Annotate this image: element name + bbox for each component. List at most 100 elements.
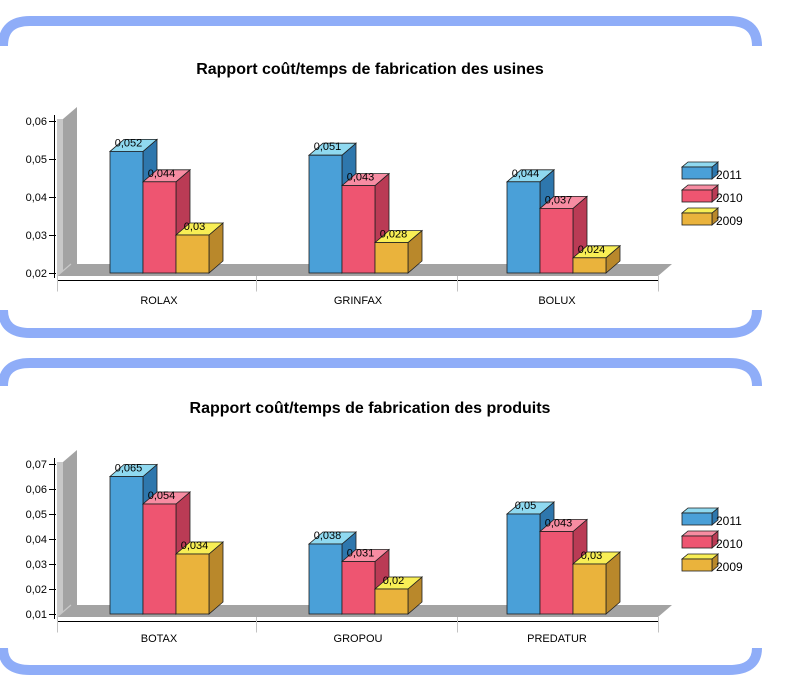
value-label-2010-PREDATUR: 0,043 <box>545 518 573 530</box>
legend-swatch-top <box>680 207 720 214</box>
bar-2010-BOTAX[interactable] <box>141 491 192 615</box>
wall-inner-face <box>63 450 77 617</box>
bar-front-face <box>374 588 409 615</box>
wall-inner-face <box>63 107 77 276</box>
value-label-2011-BOTAX: 0,065 <box>115 463 143 475</box>
y-tick-label: 0,07 <box>26 459 47 471</box>
bar-front-face <box>175 234 210 274</box>
category-label: BOLUX <box>538 295 576 307</box>
bar-front-face <box>142 503 177 615</box>
chart-plot-svg: 0,01 0,02 0,03 0,04 0,05 0,06 0,07 0,065 0,054 0,… <box>26 450 743 645</box>
legend-swatch-front <box>681 535 713 549</box>
legend-label: 2011 <box>716 514 742 528</box>
value-label-2009-PREDATUR: 0,03 <box>581 550 602 562</box>
legend-swatch-front <box>681 558 713 572</box>
bar-side-face <box>208 541 224 615</box>
legend-entry-2011[interactable]: 2011 <box>680 507 742 528</box>
category-label: PREDATUR <box>527 633 587 645</box>
bar-front-face <box>175 553 210 615</box>
chart-usines: 0,02 0,03 0,04 0,05 0,06 0,052 0,044 0,03 0,051 0… <box>26 107 743 307</box>
chart-produits: 0,01 0,02 0,03 0,04 0,05 0,06 0,07 0,065 0,054 0,… <box>0 350 800 700</box>
legend-swatch-front <box>681 189 713 203</box>
bar-2009-GROPOU[interactable] <box>373 576 424 615</box>
frame-border-segment <box>0 309 762 338</box>
bar-2011-BOLUX[interactable] <box>505 168 556 274</box>
legend-swatch-top <box>680 553 720 560</box>
y-tick-label: 0,02 <box>26 268 47 280</box>
legend-entry-2010[interactable]: 2010 <box>680 530 743 551</box>
value-label-2011-GRINFAX: 0,051 <box>314 141 342 153</box>
y-tick-label: 0,01 <box>26 609 47 621</box>
legend-swatch-top <box>680 161 720 168</box>
floor-wall-junction <box>56 263 72 277</box>
bar-2009-BOLUX[interactable] <box>571 244 622 274</box>
value-label-2011-GROPOU: 0,038 <box>314 530 342 542</box>
legend-label: 2010 <box>716 537 743 551</box>
chart-plot-svg: 0,02 0,03 0,04 0,05 0,06 0,052 0,044 0,03 0,051 0… <box>26 107 743 307</box>
legend-entry-2009[interactable]: 2009 <box>680 553 743 574</box>
y-tick-label: 0,05 <box>26 509 47 521</box>
y-tick-label: 0,04 <box>26 534 47 546</box>
bar-2009-PREDATUR[interactable] <box>571 551 622 615</box>
bar-2009-GRINFAX[interactable] <box>373 229 424 274</box>
y-tick-label: 0,06 <box>26 116 47 128</box>
legend-swatch-front <box>681 512 713 526</box>
legend-label: 2009 <box>716 214 743 228</box>
frame-border-segment <box>0 358 762 387</box>
y-tick-label: 0,03 <box>26 559 47 571</box>
legend-swatch-top <box>680 507 720 514</box>
bar-2009-ROLAX[interactable] <box>174 222 225 274</box>
value-label-2009-GROPOU: 0,02 <box>383 575 404 587</box>
bar-front-face <box>572 257 607 274</box>
y-tick-label: 0,05 <box>26 154 47 166</box>
bar-front-face <box>374 242 409 274</box>
bar-front-face <box>341 561 376 615</box>
value-label-2009-GRINFAX: 0,028 <box>380 229 408 241</box>
bar-front-face <box>142 181 177 274</box>
bar-front-face <box>109 150 144 274</box>
legend-swatch-front <box>681 212 713 226</box>
bar-front-face <box>539 531 574 615</box>
legend-swatch-top <box>680 184 720 191</box>
bar-front-face <box>308 543 343 615</box>
value-label-2011-ROLAX: 0,052 <box>115 137 143 149</box>
bar-2010-BOLUX[interactable] <box>538 195 589 274</box>
floor-wall-junction <box>56 604 72 618</box>
value-label-2011-BOLUX: 0,044 <box>512 168 540 180</box>
bar-front-face <box>109 476 144 615</box>
bar-front-face <box>572 563 607 615</box>
bar-2009-BOTAX[interactable] <box>174 541 225 615</box>
value-label-2010-BOLUX: 0,037 <box>545 194 573 206</box>
y-tick-label: 0,03 <box>26 230 47 242</box>
frame-border-segment <box>0 647 762 675</box>
legend-entry-2010[interactable]: 2010 <box>680 184 743 205</box>
frame-border-segment <box>0 16 762 47</box>
legend-swatch-front <box>681 166 713 180</box>
category-label: GROPOU <box>334 633 383 645</box>
legend-entry-2009[interactable]: 2009 <box>680 207 743 228</box>
bar-front-face <box>539 207 574 274</box>
y-tick-label: 0,02 <box>26 584 47 596</box>
legend-label: 2009 <box>716 560 743 574</box>
value-label-2011-PREDATUR: 0,05 <box>515 500 536 512</box>
y-tick-label: 0,04 <box>26 192 47 204</box>
value-label-2010-GROPOU: 0,031 <box>347 548 375 560</box>
legend-label: 2011 <box>716 168 742 182</box>
bar-front-face <box>506 181 541 274</box>
bar-front-face <box>308 154 343 274</box>
legend-entry-2011[interactable]: 2011 <box>680 161 742 182</box>
y-tick-label: 0,06 <box>26 484 47 496</box>
value-label-2009-ROLAX: 0,03 <box>184 221 205 233</box>
value-label-2010-GRINFAX: 0,043 <box>347 172 375 184</box>
legend-label: 2010 <box>716 191 743 205</box>
legend-swatch-top <box>680 530 720 537</box>
chart-title-produits: Rapport coût/temps de fabrication des pr… <box>189 400 551 417</box>
value-label-2009-BOLUX: 0,024 <box>578 244 606 256</box>
chart-title-usines: Rapport coût/temps de fabrication des us… <box>196 61 544 78</box>
category-label: GRINFAX <box>334 295 383 307</box>
wall-left-face <box>57 462 63 617</box>
bar-front-face <box>506 513 541 615</box>
bar-front-face <box>341 185 376 274</box>
